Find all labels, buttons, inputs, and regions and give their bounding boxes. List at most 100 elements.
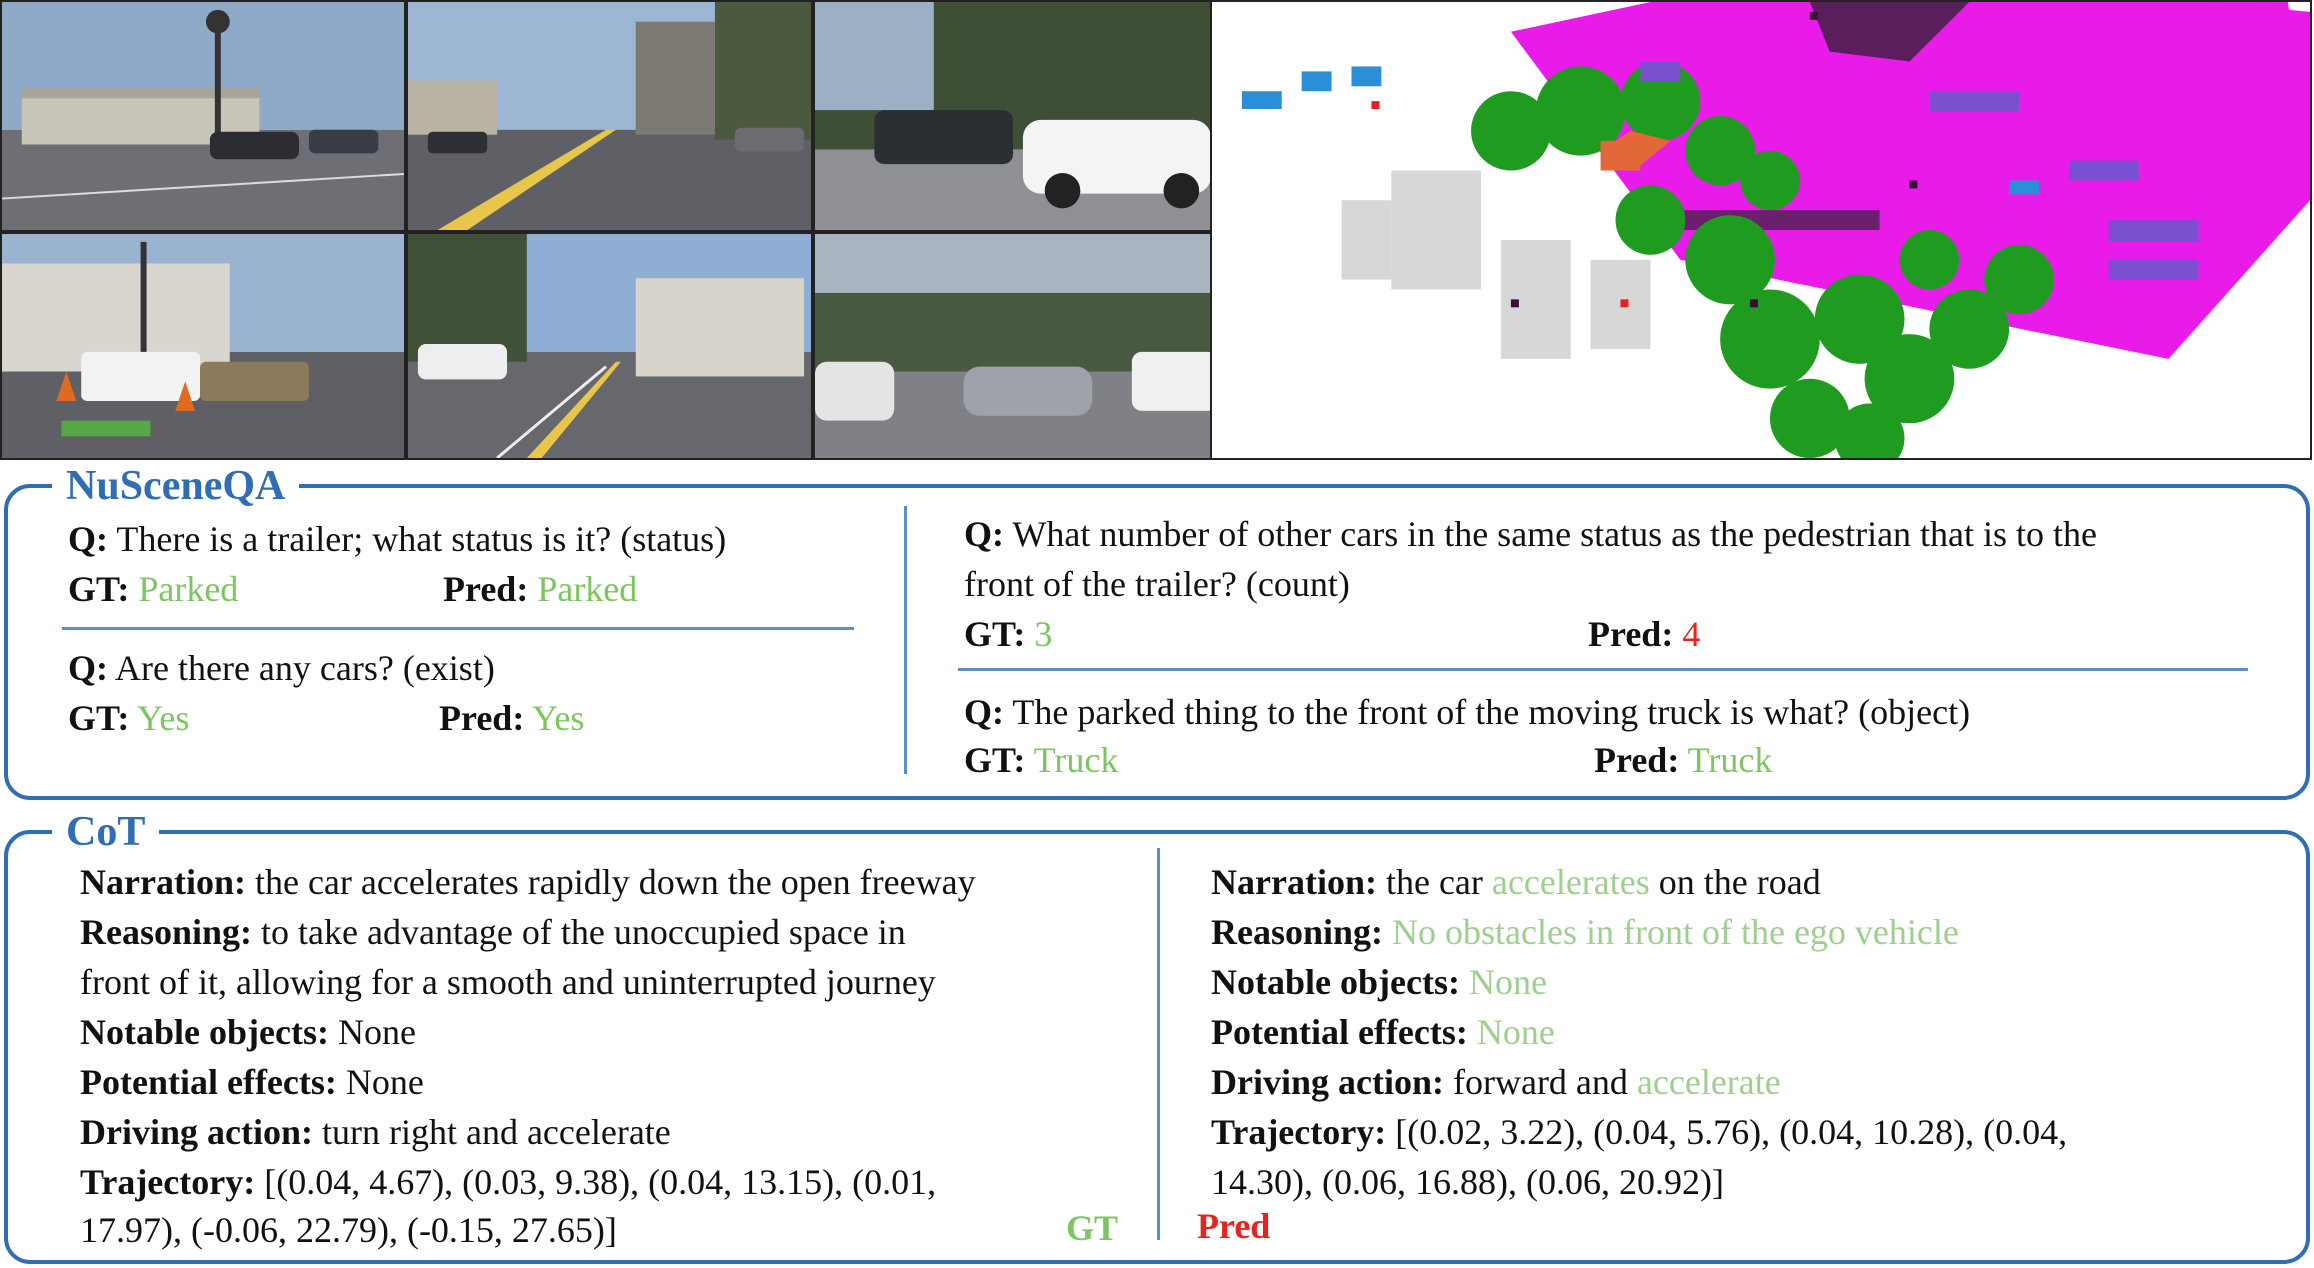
trajectory-label: Trajectory: bbox=[80, 1162, 256, 1202]
narration-label: Narration: bbox=[1211, 862, 1377, 902]
camera-image-back-left bbox=[0, 232, 406, 460]
q-label: Q: bbox=[68, 519, 108, 559]
trajectory-text: [(0.02, 3.22), (0.04, 5.76), (0.04, 10.2… bbox=[1395, 1112, 2068, 1152]
gt-reasoning-line1: Reasoning: to take advantage of the unoc… bbox=[80, 910, 906, 954]
gt-trajectory-line1: Trajectory: [(0.04, 4.67), (0.03, 9.38),… bbox=[80, 1160, 936, 1204]
trajectory-text: 17.97), (-0.06, 22.79), (-0.15, 27.65)] bbox=[80, 1210, 617, 1250]
nuscene-q2-gt: GT: Yes bbox=[68, 696, 189, 740]
nuscene-q4-gt: GT: Truck bbox=[964, 738, 1118, 782]
gt-label: GT: bbox=[68, 698, 130, 738]
camera-image-back bbox=[406, 232, 813, 460]
gt-notable-objects: Notable objects: None bbox=[80, 1010, 416, 1054]
question-text: front of the trailer? (count) bbox=[964, 564, 1350, 604]
pred-driving-action: Driving action: forward and accelerate bbox=[1211, 1060, 1781, 1104]
narration-label: Narration: bbox=[80, 862, 246, 902]
nuscene-q3-gt: GT: 3 bbox=[964, 612, 1052, 656]
pred-label: Pred: bbox=[1588, 614, 1674, 654]
pred-potential-effects: Potential effects: None bbox=[1211, 1010, 1555, 1054]
cot-vertical-divider bbox=[1157, 848, 1160, 1240]
gt-label: GT: bbox=[964, 614, 1026, 654]
pred-label: Pred: bbox=[439, 698, 525, 738]
reasoning-text: to take advantage of the unoccupied spac… bbox=[261, 912, 906, 952]
trajectory-text: 14.30), (0.06, 16.88), (0.06, 20.92)] bbox=[1211, 1162, 1724, 1202]
gt-answer: Truck bbox=[1033, 740, 1119, 780]
nusceneqa-left-divider bbox=[62, 627, 854, 630]
question-text: There is a trailer; what status is it? (… bbox=[116, 519, 727, 559]
gt-trajectory-line2: 17.97), (-0.06, 22.79), (-0.15, 27.65)] bbox=[80, 1208, 617, 1252]
reasoning-text: front of it, allowing for a smooth and u… bbox=[80, 962, 936, 1002]
nusceneqa-panel bbox=[4, 484, 2310, 800]
gt-answer: Yes bbox=[137, 698, 190, 738]
pred-label: Pred: bbox=[1594, 740, 1680, 780]
gt-answer: Parked bbox=[138, 569, 239, 609]
notable-text: None bbox=[337, 1012, 416, 1052]
notable-text: None bbox=[1468, 962, 1547, 1002]
nuscene-q2-question: Q: Are there any cars? (exist) bbox=[68, 646, 495, 690]
pred-answer: Yes bbox=[531, 698, 585, 738]
gt-narration: Narration: the car accelerates rapidly d… bbox=[80, 860, 976, 904]
narration-text: the car accelerates rapidly down the ope… bbox=[254, 862, 976, 902]
nuscene-q3-question-line2: front of the trailer? (count) bbox=[964, 562, 1350, 606]
reasoning-text: No obstacles in front of the ego vehicle bbox=[1392, 912, 1959, 952]
nuscene-q3-question-line1: Q: What number of other cars in the same… bbox=[964, 512, 2097, 556]
q-label: Q: bbox=[964, 514, 1004, 554]
gt-potential-effects: Potential effects: None bbox=[80, 1060, 424, 1104]
question-text: Are there any cars? (exist) bbox=[115, 648, 495, 688]
effects-text: None bbox=[1476, 1012, 1555, 1052]
notable-label: Notable objects: bbox=[80, 1012, 329, 1052]
pred-answer: Truck bbox=[1687, 740, 1773, 780]
camera-image-back-right bbox=[813, 232, 1220, 460]
camera-image-front-right bbox=[813, 0, 1220, 232]
pred-answer: 4 bbox=[1682, 614, 1701, 654]
pred-reasoning: Reasoning: No obstacles in front of the … bbox=[1211, 910, 1959, 954]
gt-label: GT: bbox=[68, 569, 130, 609]
narration-highlight: accelerates bbox=[1491, 862, 1650, 902]
nuscene-q2-pred: Pred: Yes bbox=[439, 696, 584, 740]
action-label: Driving action: bbox=[1211, 1062, 1444, 1102]
nuscene-q1-pred: Pred: Parked bbox=[443, 567, 637, 611]
pred-trajectory-line2: 14.30), (0.06, 16.88), (0.06, 20.92)] bbox=[1211, 1160, 1724, 1204]
effects-text: None bbox=[345, 1062, 424, 1102]
gt-driving-action: Driving action: turn right and accelerat… bbox=[80, 1110, 671, 1154]
gt-answer: 3 bbox=[1034, 614, 1053, 654]
pred-trajectory-line1: Trajectory: [(0.02, 3.22), (0.04, 5.76),… bbox=[1211, 1110, 2067, 1154]
cot-panel bbox=[4, 830, 2310, 1264]
reasoning-label: Reasoning: bbox=[80, 912, 253, 952]
trajectory-label: Trajectory: bbox=[1211, 1112, 1387, 1152]
cot-title: CoT bbox=[52, 809, 160, 855]
gt-label: GT: bbox=[964, 740, 1026, 780]
camera-image-front bbox=[406, 0, 813, 232]
nuscene-q4-question: Q: The parked thing to the front of the … bbox=[964, 690, 1970, 734]
question-text: The parked thing to the front of the mov… bbox=[1012, 692, 1971, 732]
narration-text: on the road bbox=[1658, 862, 1821, 902]
nusceneqa-title: NuSceneQA bbox=[52, 463, 300, 509]
q-label: Q: bbox=[964, 692, 1004, 732]
trajectory-text: [(0.04, 4.67), (0.03, 9.38), (0.04, 13.1… bbox=[264, 1162, 937, 1202]
reasoning-label: Reasoning: bbox=[1211, 912, 1384, 952]
camera-image-front-left bbox=[0, 0, 406, 232]
3d-occupancy-visualization bbox=[1210, 0, 2312, 460]
gt-corner-label: GT bbox=[1066, 1208, 1119, 1248]
pred-narration: Narration: the car accelerates on the ro… bbox=[1211, 860, 1821, 904]
nuscene-q1-gt: GT: Parked bbox=[68, 567, 238, 611]
nusceneqa-vertical-divider bbox=[904, 506, 907, 774]
effects-label: Potential effects: bbox=[1211, 1012, 1468, 1052]
nuscene-q4-pred: Pred: Truck bbox=[1594, 738, 1772, 782]
action-highlight: accelerate bbox=[1636, 1062, 1781, 1102]
gt-reasoning-line2: front of it, allowing for a smooth and u… bbox=[80, 960, 936, 1004]
pred-label: Pred: bbox=[443, 569, 529, 609]
notable-label: Notable objects: bbox=[1211, 962, 1460, 1002]
pred-corner-label: Pred bbox=[1197, 1206, 1271, 1246]
pred-notable-objects: Notable objects: None bbox=[1211, 960, 1547, 1004]
question-text: What number of other cars in the same st… bbox=[1012, 514, 2098, 554]
pred-answer: Parked bbox=[537, 569, 638, 609]
action-text: turn right and accelerate bbox=[321, 1112, 671, 1152]
nusceneqa-right-divider bbox=[958, 668, 2248, 671]
action-label: Driving action: bbox=[80, 1112, 313, 1152]
q-label: Q: bbox=[68, 648, 108, 688]
nuscene-q1-question: Q: There is a trailer; what status is it… bbox=[68, 517, 726, 561]
nuscene-q3-pred: Pred: 4 bbox=[1588, 612, 1700, 656]
narration-text: the car bbox=[1385, 862, 1483, 902]
effects-label: Potential effects: bbox=[80, 1062, 337, 1102]
action-text: forward and bbox=[1452, 1062, 1628, 1102]
